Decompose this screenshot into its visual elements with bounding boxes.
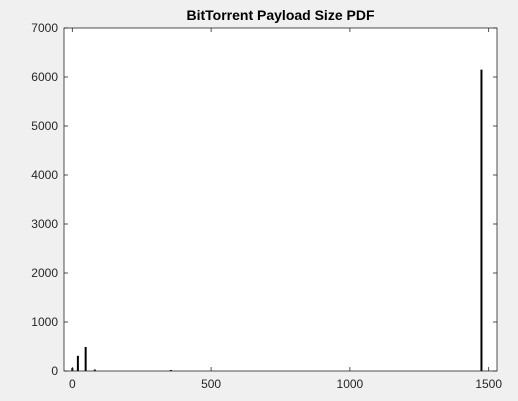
plot-area [64,28,497,371]
chart-title: BitTorrent Payload Size PDF [187,7,375,23]
x-tick-label: 1500 [475,377,502,391]
bar [76,355,79,371]
y-tick-label: 0 [51,364,58,378]
bar [169,370,172,371]
bar [93,369,96,371]
axes-box [63,27,498,372]
y-tick-label: 4000 [31,168,58,182]
y-tick-label: 1000 [31,315,58,329]
axis-ticks: 0 1000 2000 3000 4000 5000 6000 7000 0 500 1000 150… [31,21,502,391]
x-tick-label: 500 [201,377,221,391]
y-tick-label: 5000 [31,119,58,133]
bar [84,346,87,371]
x-tick-label: 0 [69,377,76,391]
y-tick-label: 2000 [31,266,58,280]
y-tick-label: 6000 [31,70,58,84]
y-tick-label: 3000 [31,217,58,231]
bar [480,69,483,372]
x-tick-label: 1000 [337,377,364,391]
y-tick-label: 7000 [31,21,58,35]
